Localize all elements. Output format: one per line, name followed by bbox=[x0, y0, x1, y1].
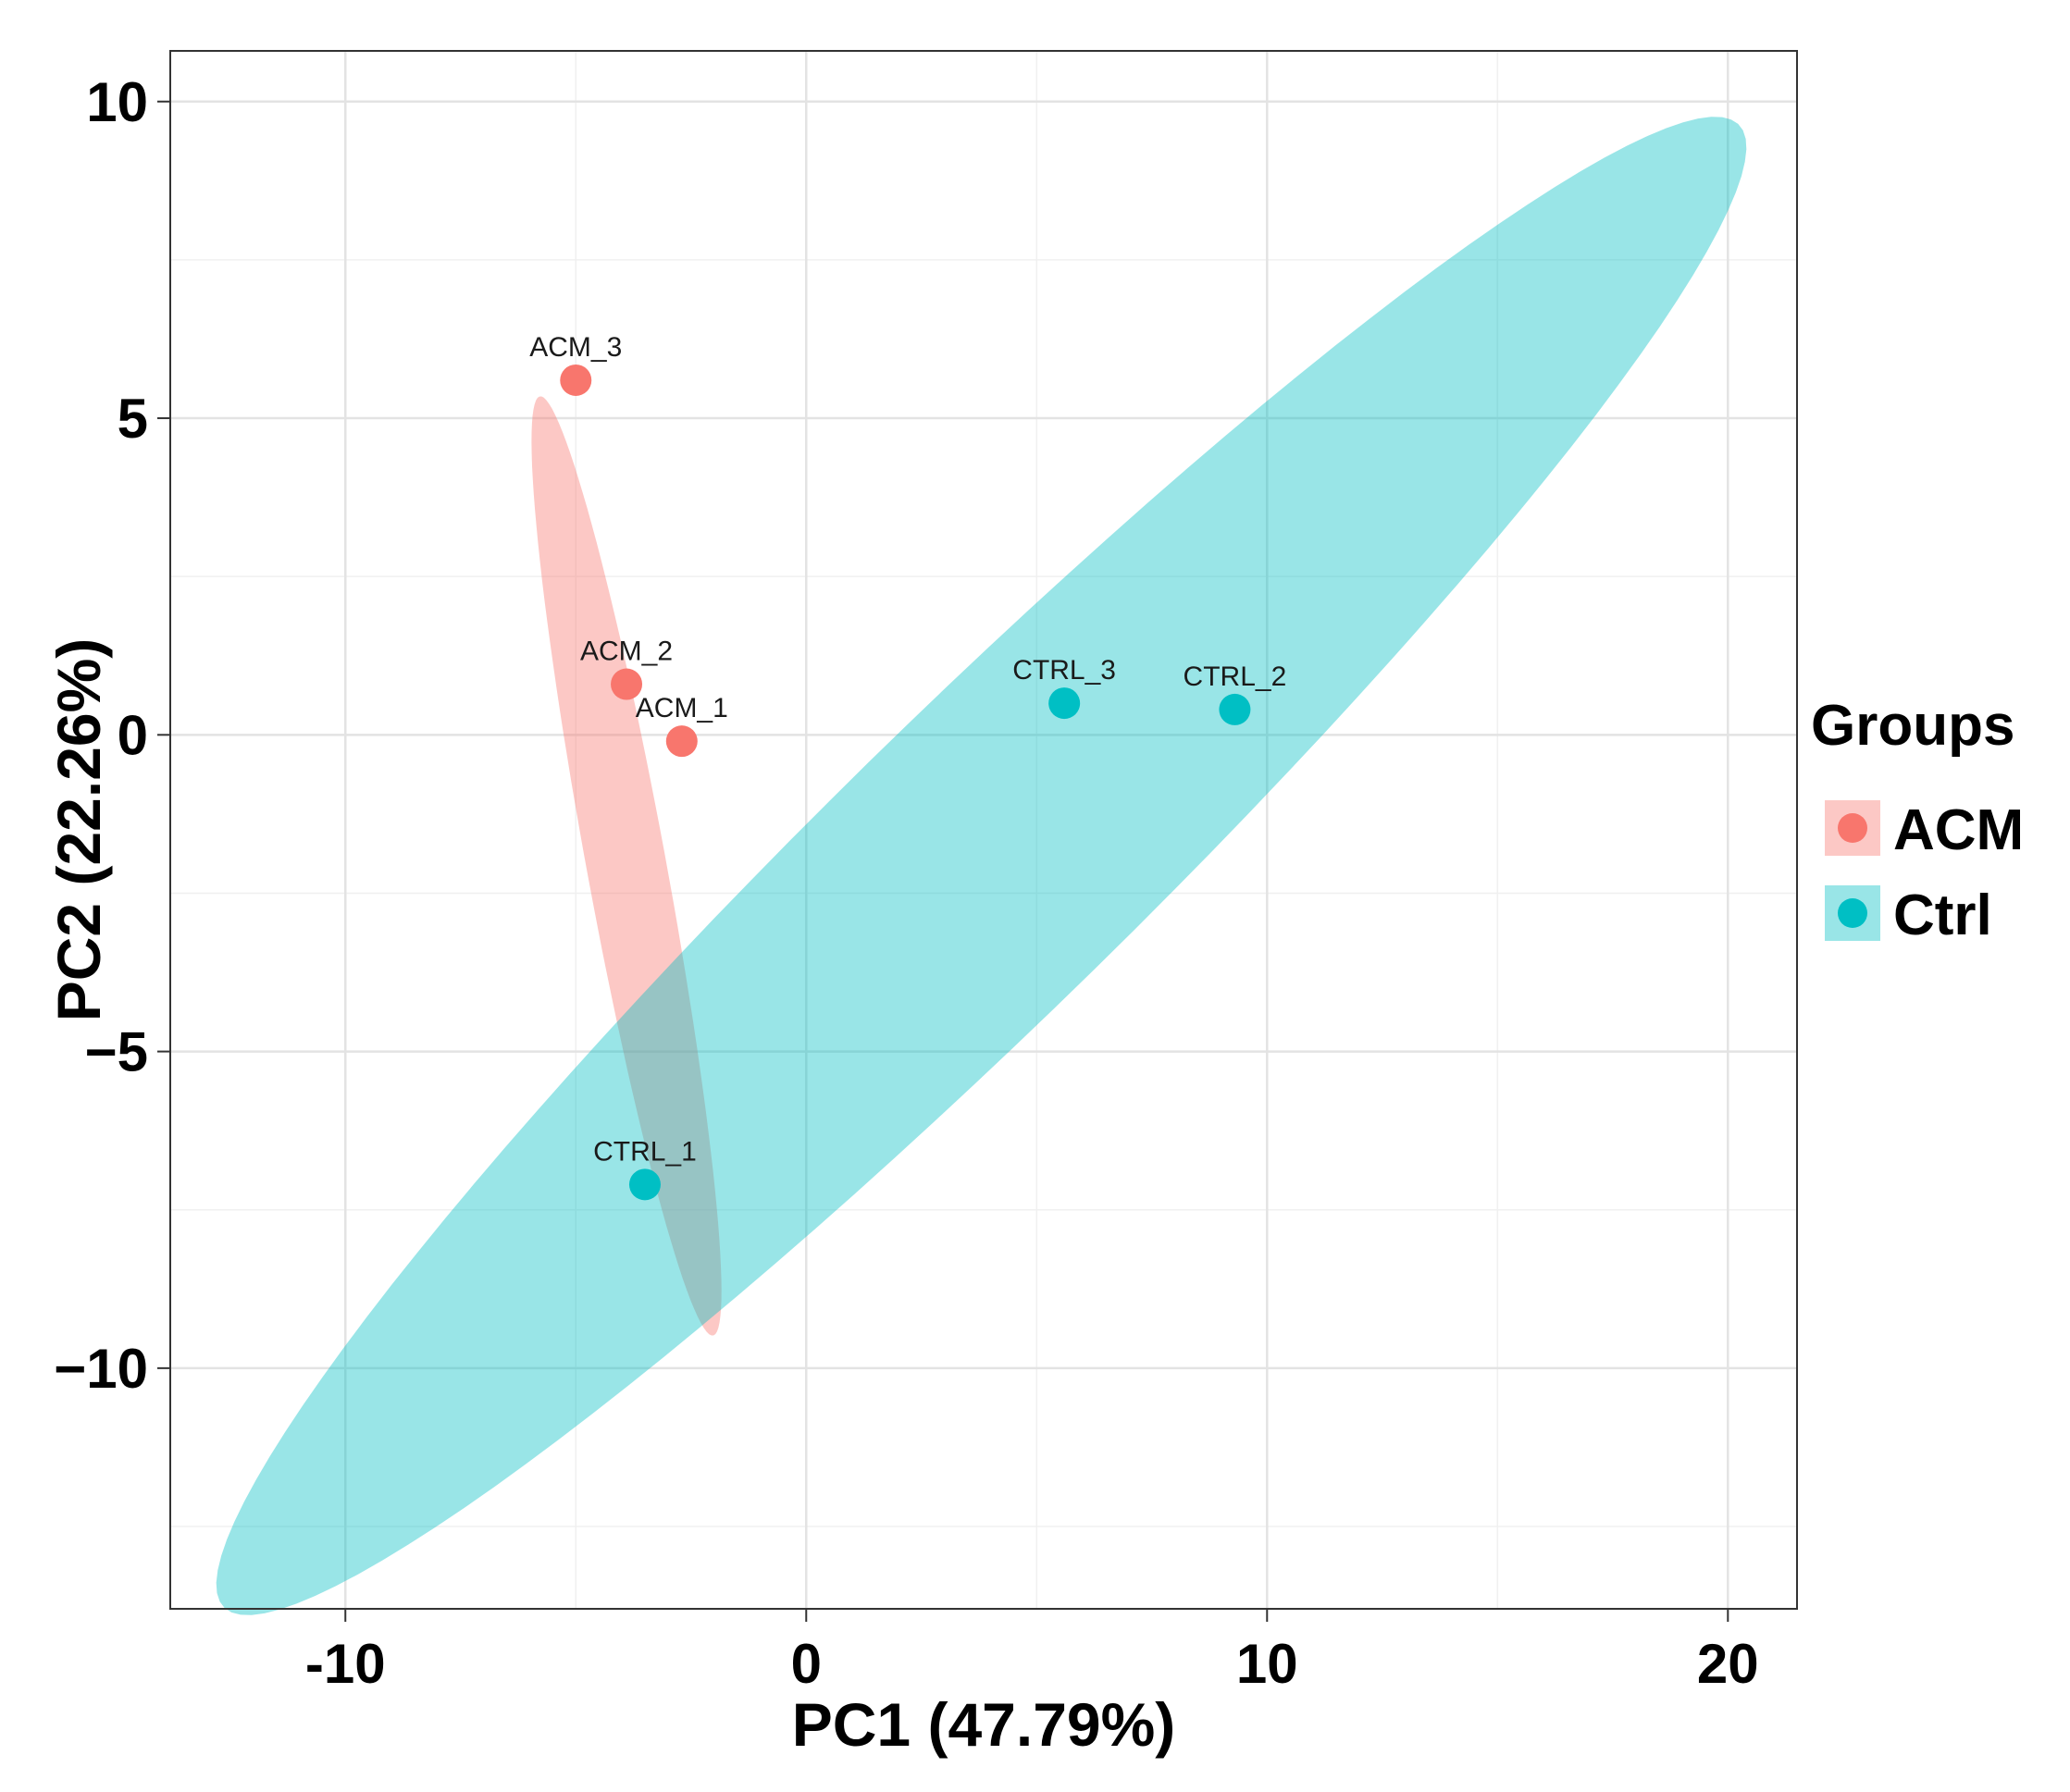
data-point-acm-3 bbox=[560, 364, 592, 396]
point-label-acm-3: ACM_3 bbox=[529, 332, 622, 363]
point-label-acm-1: ACM_1 bbox=[636, 693, 728, 723]
confidence-ellipse-acm bbox=[531, 396, 722, 1336]
point-label-acm-2: ACM_2 bbox=[580, 636, 673, 667]
y-tick-label: 5 bbox=[118, 388, 148, 450]
y-tick-label: 0 bbox=[118, 704, 148, 766]
point-layer bbox=[560, 364, 1251, 1201]
y-tick-label: 10 bbox=[86, 71, 148, 133]
legend: Groups ACM Ctrl bbox=[1811, 694, 2024, 947]
ellipse-layer bbox=[216, 117, 1747, 1615]
legend-marker-acm bbox=[1838, 813, 1867, 843]
plot-panel bbox=[170, 51, 1797, 1609]
point-label-layer: ACM_3 ACM_2 ACM_1 CTRL_1 CTRL_3 CTRL_2 bbox=[529, 332, 1286, 1167]
x-tick-label: 10 bbox=[1236, 1633, 1298, 1695]
data-point-ctrl-2 bbox=[1219, 693, 1251, 725]
legend-title: Groups bbox=[1811, 694, 2014, 758]
grid-layer bbox=[170, 51, 1797, 1609]
plot-border bbox=[169, 50, 1798, 1610]
y-tick-label: −5 bbox=[85, 1021, 148, 1083]
data-point-acm-1 bbox=[665, 725, 698, 758]
point-label-ctrl-1: CTRL_1 bbox=[593, 1136, 697, 1167]
tick-layer: -10 0 10 20 10 5 0 −5 −10 bbox=[54, 71, 1758, 1695]
data-point-ctrl-1 bbox=[628, 1168, 661, 1201]
y-axis-title: PC2 (22.26%) bbox=[44, 638, 113, 1022]
x-tick-label: 20 bbox=[1697, 1633, 1759, 1695]
data-point-ctrl-3 bbox=[1048, 687, 1081, 720]
legend-label-acm: ACM bbox=[1893, 798, 2024, 862]
y-tick-label: −10 bbox=[54, 1338, 148, 1400]
legend-entries: ACM Ctrl bbox=[1825, 798, 2024, 947]
confidence-ellipse-ctrl bbox=[216, 117, 1747, 1615]
point-label-ctrl-3: CTRL_3 bbox=[1012, 655, 1116, 686]
x-axis-title: PC1 (47.79%) bbox=[792, 1690, 1176, 1759]
point-label-ctrl-2: CTRL_2 bbox=[1184, 661, 1287, 692]
x-tick-label: 0 bbox=[791, 1633, 822, 1695]
data-point-acm-2 bbox=[611, 668, 643, 700]
legend-marker-ctrl bbox=[1838, 898, 1867, 928]
legend-label-ctrl: Ctrl bbox=[1893, 884, 1992, 947]
x-tick-label: -10 bbox=[305, 1633, 386, 1695]
